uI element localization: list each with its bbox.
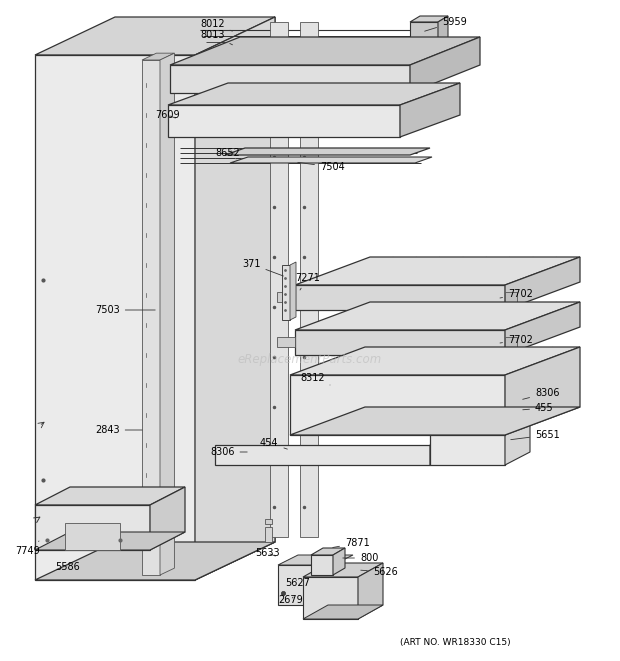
- Text: 5586: 5586: [55, 562, 80, 572]
- Text: 7503: 7503: [95, 305, 155, 315]
- Polygon shape: [225, 148, 430, 155]
- Polygon shape: [505, 257, 580, 310]
- Polygon shape: [430, 431, 465, 465]
- Polygon shape: [410, 37, 480, 93]
- Polygon shape: [311, 555, 333, 575]
- Polygon shape: [35, 532, 185, 550]
- Polygon shape: [410, 22, 438, 57]
- Polygon shape: [150, 487, 185, 550]
- Text: (ART NO. WR18330 C15): (ART NO. WR18330 C15): [400, 639, 511, 648]
- Polygon shape: [410, 16, 448, 22]
- Polygon shape: [160, 53, 174, 575]
- Polygon shape: [295, 285, 505, 310]
- Polygon shape: [142, 53, 174, 60]
- Polygon shape: [65, 523, 120, 550]
- Polygon shape: [35, 542, 275, 580]
- Polygon shape: [168, 83, 460, 105]
- Polygon shape: [277, 292, 295, 302]
- Polygon shape: [35, 55, 195, 580]
- Text: 5626: 5626: [361, 567, 398, 577]
- Polygon shape: [195, 17, 275, 580]
- Polygon shape: [170, 65, 410, 93]
- Polygon shape: [168, 105, 400, 137]
- Text: 455: 455: [523, 403, 554, 413]
- Polygon shape: [311, 548, 345, 555]
- Polygon shape: [35, 505, 150, 550]
- Polygon shape: [300, 22, 318, 537]
- Polygon shape: [195, 17, 275, 580]
- Polygon shape: [35, 487, 185, 505]
- Text: eReplacementParts.com: eReplacementParts.com: [238, 354, 382, 366]
- Polygon shape: [35, 17, 275, 55]
- Polygon shape: [282, 265, 290, 320]
- Polygon shape: [303, 563, 383, 577]
- Text: 7702: 7702: [500, 335, 533, 345]
- Polygon shape: [303, 577, 358, 619]
- Text: 8652: 8652: [215, 148, 240, 158]
- Text: 800: 800: [343, 553, 378, 563]
- Text: 7609: 7609: [155, 110, 180, 120]
- Text: 2843: 2843: [95, 425, 142, 435]
- Polygon shape: [295, 257, 580, 285]
- Polygon shape: [265, 527, 272, 542]
- Text: 8306: 8306: [210, 447, 247, 457]
- Polygon shape: [303, 605, 383, 619]
- Polygon shape: [400, 83, 460, 137]
- Polygon shape: [438, 398, 528, 405]
- Polygon shape: [170, 37, 480, 65]
- Polygon shape: [230, 157, 432, 163]
- Polygon shape: [438, 408, 528, 415]
- Text: 2679: 2679: [278, 595, 303, 605]
- Polygon shape: [505, 347, 580, 435]
- Polygon shape: [505, 292, 517, 302]
- Polygon shape: [505, 362, 530, 465]
- Text: 5633: 5633: [255, 548, 280, 558]
- Text: 8312: 8312: [300, 373, 330, 385]
- Text: 7702: 7702: [500, 289, 533, 299]
- Polygon shape: [430, 375, 505, 465]
- Text: 371: 371: [242, 259, 283, 276]
- Text: 5627: 5627: [285, 578, 310, 588]
- Polygon shape: [278, 565, 333, 605]
- Text: 454: 454: [260, 438, 288, 449]
- Polygon shape: [295, 302, 580, 330]
- Polygon shape: [290, 347, 580, 375]
- Polygon shape: [295, 330, 505, 355]
- Polygon shape: [278, 555, 353, 565]
- Polygon shape: [290, 375, 505, 435]
- Text: 8012: 8012: [200, 19, 232, 31]
- Polygon shape: [142, 60, 160, 575]
- Polygon shape: [333, 548, 345, 575]
- Polygon shape: [358, 563, 383, 619]
- Text: 5959: 5959: [425, 17, 467, 31]
- Text: 7749: 7749: [15, 541, 40, 556]
- Text: 7871: 7871: [333, 538, 370, 548]
- Polygon shape: [505, 337, 517, 347]
- Polygon shape: [215, 445, 430, 465]
- Polygon shape: [277, 337, 295, 347]
- Text: 8306: 8306: [523, 388, 559, 399]
- Polygon shape: [290, 407, 580, 435]
- Polygon shape: [270, 22, 288, 537]
- Text: 7271: 7271: [295, 273, 320, 290]
- Text: 8013: 8013: [200, 30, 232, 45]
- Polygon shape: [290, 262, 296, 320]
- Text: 7504: 7504: [298, 162, 345, 172]
- Polygon shape: [438, 16, 448, 57]
- Text: 5651: 5651: [511, 430, 560, 440]
- Polygon shape: [265, 519, 272, 524]
- Polygon shape: [505, 302, 580, 355]
